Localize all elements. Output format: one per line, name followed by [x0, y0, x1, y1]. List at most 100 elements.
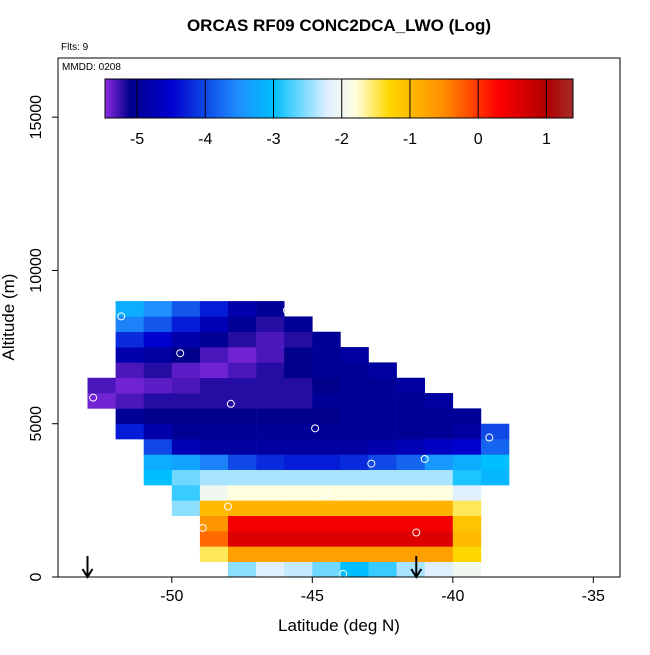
heat-cell [199, 469, 229, 486]
heat-cell [284, 393, 313, 409]
heat-cell [228, 377, 257, 394]
heat-cell [312, 485, 341, 501]
heat-cell [143, 439, 173, 455]
flight-point [485, 433, 494, 442]
heat-cell [143, 454, 173, 471]
heat-cell [199, 301, 229, 317]
heat-cell [368, 393, 397, 409]
heat-cell [228, 469, 257, 486]
heat-cell [368, 515, 397, 532]
heat-cell [312, 454, 341, 471]
arrow-head [81, 568, 94, 579]
heat-cell [115, 423, 145, 440]
y-tick-label: 10000 [28, 248, 45, 293]
heat-cell [228, 485, 257, 501]
heat-cell [312, 439, 341, 455]
heat-cell [228, 454, 257, 471]
heat-cell [424, 485, 454, 501]
heat-cell [284, 454, 313, 471]
heat-cell [340, 393, 369, 409]
colorbar-tick-label: -3 [266, 131, 280, 148]
colorbar-tick-label: -2 [335, 131, 349, 148]
arrow-head [410, 568, 423, 579]
heat-cell [171, 301, 201, 317]
flight-point [283, 306, 292, 315]
heat-cell [284, 485, 313, 501]
flight-point [226, 399, 235, 408]
heat-cell [256, 362, 285, 379]
heat-cell [256, 377, 285, 394]
heat-cell [424, 531, 454, 547]
heat-cell [143, 331, 173, 348]
heat-cell [284, 531, 313, 547]
heat-cell [228, 408, 257, 425]
heat-cell [228, 316, 257, 333]
heat-cell [312, 561, 341, 578]
heat-cell [368, 561, 397, 578]
colorbar-tick-label: -5 [130, 131, 144, 148]
colorbar-tick-label: -1 [403, 131, 417, 148]
heat-cell [171, 331, 201, 348]
heat-cell [143, 347, 173, 363]
y-axis-label: Altitude (m) [0, 274, 18, 361]
heat-cell [340, 485, 369, 501]
heat-cell [312, 377, 341, 394]
heat-cell [199, 331, 229, 348]
heat-cell [143, 408, 173, 425]
annotation: MMDD: 0208 [62, 62, 121, 73]
heat-cell [171, 362, 201, 379]
flight-point [89, 393, 98, 402]
heat-cell [368, 485, 397, 501]
heat-cell [424, 408, 454, 425]
heat-cell [284, 500, 313, 516]
heat-cell [340, 377, 369, 394]
flight-point [117, 312, 126, 321]
heat-cell [199, 500, 229, 516]
heat-cell [256, 454, 285, 471]
heat-cell [115, 408, 145, 425]
heat-cell [480, 469, 510, 486]
heat-cell [256, 469, 285, 486]
flight-point [412, 528, 421, 537]
heat-cell [340, 362, 369, 379]
x-tick-label: -40 [441, 588, 464, 605]
heat-cell [284, 469, 313, 486]
annotation: Flts: 9 [61, 42, 89, 53]
heat-cell [256, 331, 285, 348]
heat-cell [199, 546, 229, 562]
heat-cell [199, 454, 229, 471]
heat-cell [143, 393, 173, 409]
heat-cell [340, 469, 369, 486]
heat-cell [256, 393, 285, 409]
heat-cell [312, 347, 341, 363]
heat-cell [256, 301, 285, 317]
heat-cell [228, 423, 257, 440]
heat-cell [228, 362, 257, 379]
heat-cell [452, 469, 482, 486]
heat-cell [396, 439, 426, 455]
heat-cell [452, 485, 482, 501]
heat-cell [480, 439, 510, 455]
heat-cell [228, 561, 257, 578]
heat-cell [115, 393, 145, 409]
heat-cell [284, 546, 313, 562]
heat-cell [340, 500, 369, 516]
heat-cell [171, 469, 201, 486]
heat-cell [368, 469, 397, 486]
heat-cell [284, 362, 313, 379]
heat-cell [368, 546, 397, 562]
heat-cell [199, 362, 229, 379]
heat-cell [340, 515, 369, 532]
heat-cell [171, 377, 201, 394]
heat-cell [396, 377, 426, 394]
heat-cell [424, 423, 454, 440]
heat-cell [396, 515, 426, 532]
heat-cell [199, 393, 229, 409]
heat-cell [115, 362, 145, 379]
heat-cell [312, 331, 341, 348]
heat-cell [312, 531, 341, 547]
heat-cell [312, 469, 341, 486]
heat-cell [115, 347, 145, 363]
flight-point [224, 502, 233, 511]
